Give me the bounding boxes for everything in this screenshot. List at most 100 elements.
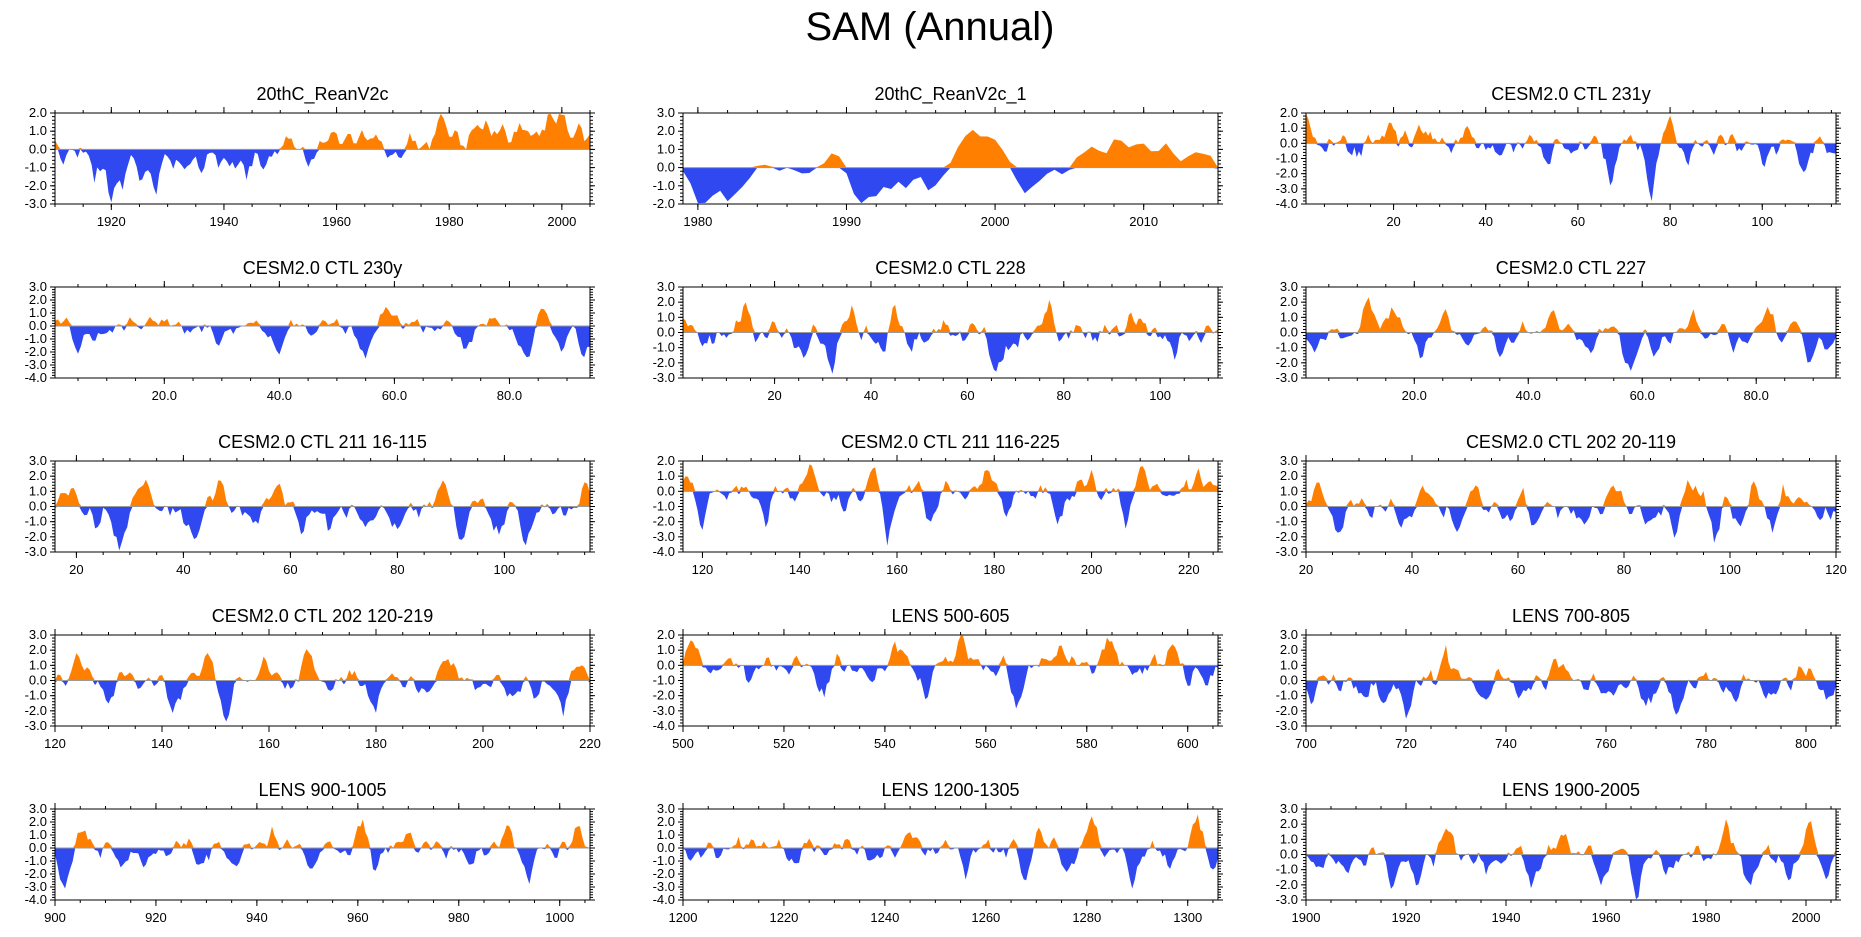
y-tick-label: 3.0	[1280, 453, 1298, 468]
x-tick-label: 20	[69, 562, 83, 577]
x-tick-label: 80.0	[1744, 388, 1769, 403]
y-tick-label: 1.0	[29, 827, 47, 842]
x-tick-label: 60	[1571, 214, 1585, 229]
positive-area	[55, 113, 590, 150]
panel-title: LENS 1200-1305	[881, 780, 1019, 800]
x-tick-label: 780	[1695, 736, 1717, 751]
x-tick-label: 1940	[209, 214, 238, 229]
y-tick-label: 0.0	[1280, 673, 1298, 688]
chart-panel: 20thC_ReanV2c_1 3.0 2.0 1.0 0.0 -1.0 -2.0 1980 1…	[653, 84, 1223, 229]
positive-area	[1306, 297, 1836, 333]
y-tick-label: -3.0	[653, 529, 675, 544]
y-tick-label: -1.0	[25, 331, 47, 346]
positive-area	[1306, 819, 1836, 855]
y-tick-label: -1.0	[1276, 340, 1298, 355]
positive-area	[683, 299, 1218, 333]
y-tick-label: -4.0	[653, 544, 675, 559]
chart-panel: LENS 900-1005 3.02.01.00.0-1.0-2.0-3.0-4.…	[25, 780, 595, 925]
x-tick-label: 940	[246, 910, 268, 925]
x-tick-label: 1960	[1592, 910, 1621, 925]
x-tick-label: 40.0	[267, 388, 292, 403]
negative-area	[683, 332, 1218, 374]
x-tick-label: 2010	[1129, 214, 1158, 229]
positive-area	[55, 306, 590, 326]
y-tick-label: 0.0	[1280, 325, 1298, 340]
plot-frame	[54, 808, 591, 901]
y-tick-label: 3.0	[29, 627, 47, 642]
x-tick-label: 20	[767, 388, 781, 403]
y-tick-label: 3.0	[29, 279, 47, 294]
panel-title: CESM2.0 CTL 202 20-119	[1466, 432, 1676, 452]
x-tick-label: 40	[1405, 562, 1419, 577]
y-tick-label: 1.0	[657, 468, 675, 483]
figure-title: SAM (Annual)	[806, 5, 1055, 49]
y-tick-label: -2.0	[25, 703, 47, 718]
x-tick-label: 100	[1149, 388, 1171, 403]
y-tick-label: -2.0	[1276, 355, 1298, 370]
y-tick-label: -2.0	[1276, 877, 1298, 892]
x-tick-label: 760	[1595, 736, 1617, 751]
x-tick-label: 600	[1177, 736, 1199, 751]
y-tick-label: -3.0	[653, 703, 675, 718]
y-tick-label: 0.0	[29, 840, 47, 855]
x-tick-label: 200	[472, 736, 494, 751]
x-tick-label: 720	[1395, 736, 1417, 751]
x-tick-label: 1200	[669, 910, 698, 925]
chart-panel: LENS 1900-2005 3.02.01.00.0-1.0-2.0-3.0 19…	[1276, 780, 1841, 925]
x-tick-label: 100	[494, 562, 516, 577]
y-tick-label: 1.0	[1280, 483, 1298, 498]
y-tick-label: 2.0	[657, 123, 675, 138]
chart-panel: CESM2.0 CTL 227 3.02.01.00.0-1.0-2.0-3.0 2…	[1276, 258, 1841, 403]
x-tick-label: 560	[975, 736, 997, 751]
y-tick-label: 0.0	[1280, 847, 1298, 862]
panel-title: CESM2.0 CTL 228	[875, 258, 1025, 278]
y-tick-label: 3.0	[1280, 279, 1298, 294]
y-tick-label: 2.0	[29, 292, 47, 307]
x-tick-label: 1920	[1392, 910, 1421, 925]
x-tick-label: 60	[1511, 562, 1525, 577]
negative-area	[683, 848, 1218, 889]
negative-area	[1306, 143, 1836, 202]
x-tick-label: 900	[44, 910, 66, 925]
x-tick-label: 500	[672, 736, 694, 751]
x-tick-label: 1220	[769, 910, 798, 925]
y-tick-label: 0.0	[657, 840, 675, 855]
y-tick-label: -1.0	[25, 514, 47, 529]
y-tick-label: 1.0	[29, 123, 47, 138]
y-tick-label: 0.0	[657, 483, 675, 498]
positive-area	[683, 129, 1218, 168]
y-tick-label: 0.0	[1280, 499, 1298, 514]
x-tick-label: 960	[347, 910, 369, 925]
x-tick-label: 520	[773, 736, 795, 751]
x-tick-label: 80	[1663, 214, 1677, 229]
y-tick-label: 2.0	[657, 294, 675, 309]
x-tick-label: 100	[1751, 214, 1773, 229]
y-tick-label: 0.0	[29, 318, 47, 333]
y-tick-label: -2.0	[1276, 529, 1298, 544]
x-tick-label: 20.0	[152, 388, 177, 403]
panel-title: CESM2.0 CTL 227	[1496, 258, 1646, 278]
y-tick-label: -3.0	[25, 357, 47, 372]
y-tick-label: -3.0	[25, 718, 47, 733]
y-tick-label: -3.0	[1276, 718, 1298, 733]
x-tick-label: 60	[960, 388, 974, 403]
x-tick-label: 1000	[545, 910, 574, 925]
y-tick-label: -1.0	[1276, 151, 1298, 166]
positive-area	[55, 819, 590, 848]
y-tick-label: -1.0	[25, 160, 47, 175]
x-tick-label: 1980	[683, 214, 712, 229]
x-tick-label: 160	[886, 562, 908, 577]
y-tick-label: 3.0	[657, 105, 675, 120]
plot-frame	[682, 112, 1219, 205]
y-tick-label: -2.0	[25, 529, 47, 544]
x-tick-label: 2000	[547, 214, 576, 229]
panel-title: LENS 700-805	[1512, 606, 1630, 626]
y-tick-label: 2.0	[29, 468, 47, 483]
y-tick-label: 1.0	[1280, 120, 1298, 135]
plot-frame	[54, 286, 591, 379]
y-tick-label: 3.0	[29, 453, 47, 468]
chart-panel: CESM2.0 CTL 202 120-2193.02.01.00.0-1.0-…	[25, 606, 601, 751]
positive-area	[55, 479, 590, 507]
